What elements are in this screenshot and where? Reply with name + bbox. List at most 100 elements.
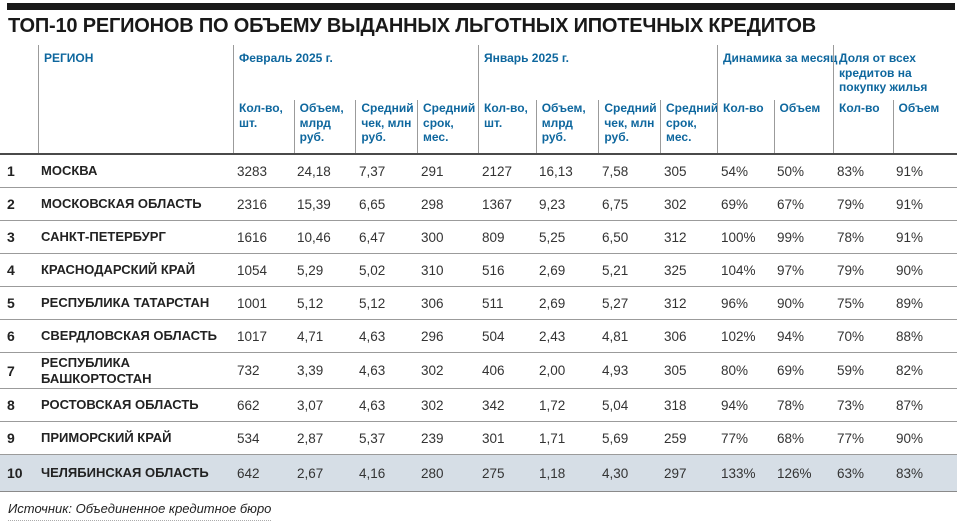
value-cell: 88% [896,328,924,344]
page-title: ТОП-10 РЕГИОНОВ ПО ОБЪЕМУ ВЫДАННЫХ ЛЬГОТ… [8,15,817,37]
value-cell: 99% [777,229,805,245]
table-header: РЕГИОН Февраль 2025 г. Кол-во, шт. Объем… [0,45,957,155]
value-cell: 4,30 [602,465,629,481]
value-cell: 4,63 [359,397,386,413]
value-cell: 3283 [237,163,268,179]
value-cell: 90% [777,295,805,311]
value-cell: 2,69 [539,262,566,278]
value-cell: 342 [482,397,505,413]
value-cell: 504 [482,328,505,344]
value-cell: 83% [837,163,865,179]
value-cell: 306 [421,295,444,311]
value-cell: 6,50 [602,229,629,245]
value-cell: 16,13 [539,163,573,179]
value-cell: 259 [664,430,687,446]
rank-column-header [0,45,38,153]
value-cell: 100% [721,229,756,245]
subcolumn-header-volume: Объем [773,100,833,153]
value-cell: 24,18 [297,163,331,179]
value-cell: 82% [896,363,924,379]
value-cell: 280 [421,465,444,481]
loans-table: РЕГИОН Февраль 2025 г. Кол-во, шт. Объем… [0,45,957,493]
group-label-share: Доля от всех кредитов на покупку жилья [839,51,928,95]
region-cell: СВЕРДЛОВСКАЯ ОБЛАСТЬ [41,328,218,344]
value-cell: 67% [777,196,805,212]
table-row: 1 МОСКВА 3283 24,18 7,37 291 2127 16,13 7,58 305 5… [0,155,957,188]
subcolumn-header-volume: Объем [892,100,957,153]
value-cell: 6,75 [602,196,629,212]
table-row: 5 РЕСПУБЛИКА ТАТАРСТАН 1001 5,12 5,12 306 511 2… [0,287,957,320]
value-cell: 7,37 [359,163,386,179]
rank-cell: 9 [7,430,15,447]
value-cell: 7,58 [602,163,629,179]
region-cell: РЕСПУБЛИКА ТАТАРСТАН [41,295,210,311]
value-cell: 298 [421,196,444,212]
value-cell: 75% [837,295,865,311]
subheaders-february: Кол-во, шт. Объем, млрд руб. Средний чек… [234,100,478,153]
value-cell: 3,07 [297,397,324,413]
value-cell: 126% [777,465,812,481]
subcolumn-header-count: Кол-во, шт. [484,101,528,130]
value-cell: 302 [421,397,444,413]
value-cell: 77% [837,430,865,446]
value-cell: 5,04 [602,397,629,413]
value-cell: 306 [664,328,687,344]
value-cell: 6,47 [359,229,386,245]
value-cell: 642 [237,465,260,481]
value-cell: 5,12 [359,295,386,311]
value-cell: 318 [664,397,687,413]
rank-cell: 6 [7,328,15,344]
value-cell: 59% [837,363,865,379]
value-cell: 511 [482,295,504,311]
value-cell: 4,63 [359,363,386,379]
value-cell: 312 [664,229,687,245]
table-row: 10 ЧЕЛЯБИНСКАЯ ОБЛАСТЬ 642 2,67 4,16 280 275 1,… [0,455,957,493]
value-cell: 732 [237,363,260,379]
value-cell: 406 [482,363,505,379]
value-cell: 83% [896,465,924,481]
value-cell: 296 [421,328,444,344]
value-cell: 80% [721,363,749,379]
rank-cell: 1 [7,163,15,179]
value-cell: 6,65 [359,196,386,212]
table-row: 3 САНКТ-ПЕТЕРБУРГ 1616 10,46 6,47 300 809 5,25 6… [0,221,957,254]
value-cell: 300 [421,229,444,245]
value-cell: 2,67 [297,465,324,481]
value-cell: 305 [664,163,687,179]
subcolumn-header-avg-check: Средний чек, млн руб. [355,100,417,153]
value-cell: 1,18 [539,465,566,481]
value-cell: 2316 [237,196,268,212]
value-cell: 63% [837,465,865,481]
region-cell: РОСТОВСКАЯ ОБЛАСТЬ [41,397,199,413]
value-cell: 91% [896,196,924,212]
subcolumn-header-avg-check: Средний чек, млн руб. [598,100,660,153]
value-cell: 1,72 [539,397,566,413]
value-cell: 78% [777,397,805,413]
rank-cell: 10 [7,465,23,482]
value-cell: 275 [482,465,505,481]
value-cell: 1017 [237,328,268,344]
group-label-january: Январь 2025 г. [484,51,569,65]
value-cell: 302 [421,363,444,379]
value-cell: 90% [896,430,924,446]
value-cell: 96% [721,295,749,311]
table-rows: 1 МОСКВА 3283 24,18 7,37 291 2127 16,13 7,58 305 5… [0,155,957,493]
value-cell: 89% [896,295,924,311]
table-row: 6 СВЕРДЛОВСКАЯ ОБЛАСТЬ 1017 4,71 4,63 296 504 2… [0,320,957,353]
value-cell: 91% [896,163,924,179]
value-cell: 94% [721,397,749,413]
value-cell: 312 [664,295,687,311]
value-cell: 325 [664,262,687,278]
value-cell: 2,69 [539,295,566,311]
top-rule-bar [7,3,955,10]
region-cell: ЧЕЛЯБИНСКАЯ ОБЛАСТЬ [41,465,209,481]
value-cell: 662 [237,397,260,413]
value-cell: 4,16 [359,465,386,481]
value-cell: 1054 [237,262,268,278]
rank-cell: 7 [7,362,15,379]
region-cell: МОСКОВСКАЯ ОБЛАСТЬ [41,196,202,212]
value-cell: 15,39 [297,196,331,212]
value-cell: 97% [777,262,805,278]
value-cell: 102% [721,328,756,344]
value-cell: 5,25 [539,229,566,245]
